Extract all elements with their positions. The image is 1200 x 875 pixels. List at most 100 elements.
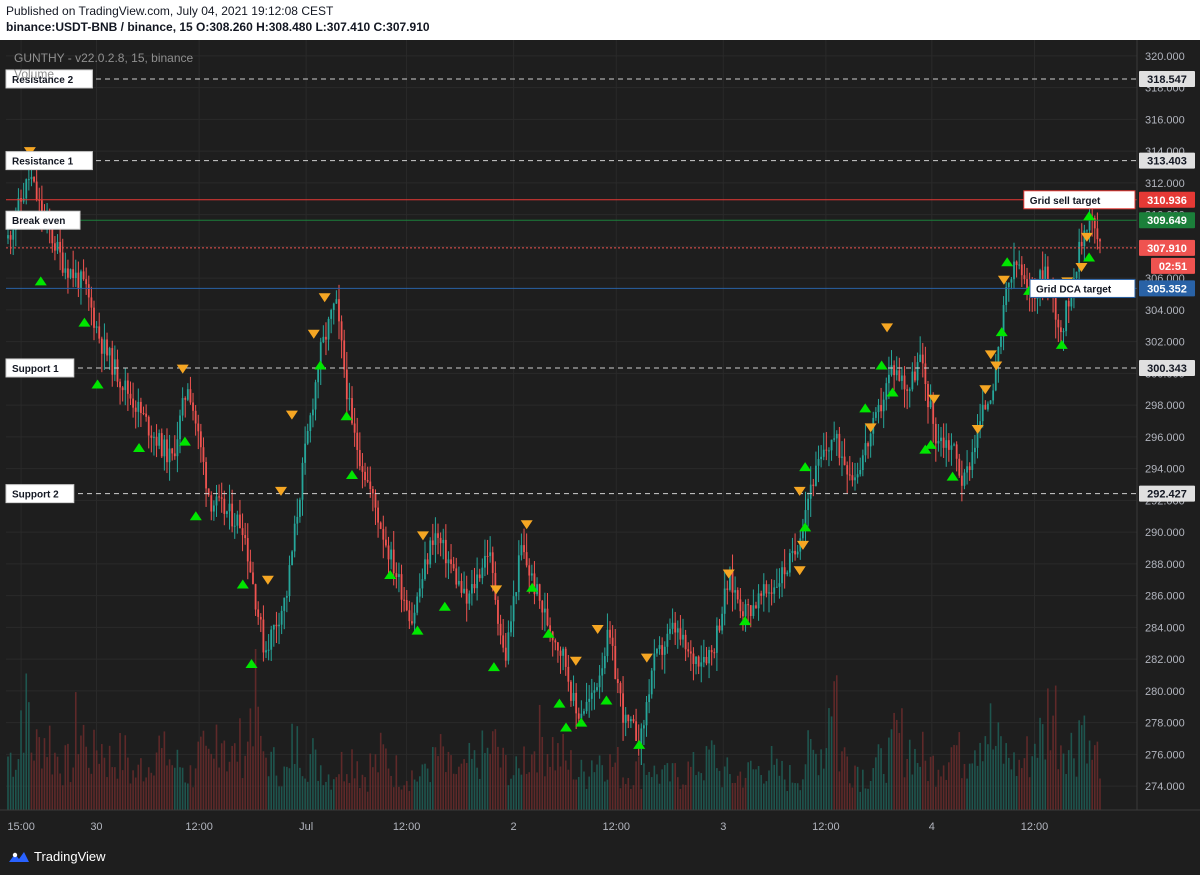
volume-bar: [226, 771, 228, 810]
candle-body: [523, 545, 525, 553]
volume-bar: [596, 764, 598, 810]
volume-bar: [283, 766, 286, 810]
buy-signal-marker: [739, 616, 752, 626]
candle-body: [614, 645, 617, 679]
volume-bar: [911, 774, 914, 810]
candle-body: [929, 401, 932, 408]
sell-signal-marker: [591, 625, 604, 635]
sell-signal-marker: [971, 424, 984, 434]
candle-body: [361, 466, 364, 472]
candle-body: [142, 412, 145, 414]
x-tick-label: 4: [929, 821, 935, 833]
candle-body: [267, 649, 270, 651]
candle-body: [796, 551, 799, 555]
volume-bar: [692, 751, 695, 810]
volume-bar: [491, 731, 494, 810]
volume-bar: [93, 729, 95, 810]
candle-body: [512, 596, 515, 622]
candle-body: [825, 449, 828, 451]
volume-bar: [757, 766, 760, 810]
volume-bar: [291, 723, 293, 810]
candle-body: [963, 472, 966, 486]
volume-bar: [137, 764, 140, 810]
candle-body: [747, 604, 750, 606]
candle-body: [460, 580, 463, 593]
volume-bar: [523, 746, 525, 810]
candle-body: [434, 533, 437, 545]
volume-bar: [231, 745, 233, 810]
candle-body: [676, 628, 679, 633]
volume-bar: [103, 757, 106, 810]
price-tag: [1139, 359, 1195, 376]
volume-bar: [278, 786, 280, 810]
volume-bar: [439, 734, 442, 810]
volume-bar: [432, 747, 434, 810]
volume-bar: [682, 784, 684, 810]
volume-bar: [405, 781, 408, 810]
volume-bar: [111, 767, 114, 810]
volume-bar: [632, 785, 635, 810]
candlestick-chart[interactable]: 320.000318.000316.000314.000312.000310.0…: [0, 40, 1200, 840]
volume-bar: [1015, 776, 1018, 810]
buy-signal-marker: [189, 511, 202, 521]
candle-body: [1070, 294, 1073, 307]
candle-body: [533, 573, 536, 595]
volume-bar: [716, 768, 718, 810]
volume-bar: [228, 761, 231, 810]
candle-body: [478, 574, 481, 579]
candle-body: [158, 433, 161, 446]
candle-body: [145, 413, 148, 417]
candle-body: [914, 371, 916, 381]
candle-body: [801, 527, 804, 539]
candle-body: [559, 650, 562, 656]
volume-bar: [575, 779, 577, 810]
volume-bar: [812, 749, 815, 810]
volume-bar: [497, 746, 499, 810]
volume-bar: [948, 762, 950, 810]
volume-bar: [273, 747, 275, 810]
candle-body: [325, 336, 327, 340]
candle-body: [546, 608, 549, 626]
candle-body: [921, 354, 924, 364]
candle-body: [895, 370, 898, 376]
volume-bar: [1000, 736, 1002, 810]
candle-body: [93, 307, 95, 328]
candle-body: [984, 404, 987, 410]
candle-body: [916, 362, 919, 381]
y-tick-label: 294.000: [1145, 464, 1185, 476]
price-axis[interactable]: [1137, 40, 1200, 840]
volume-bar: [379, 732, 382, 810]
candle-body: [64, 268, 67, 273]
level-label-resistance-1: [5, 151, 93, 171]
volume-bar: [325, 781, 327, 810]
volume-bar: [872, 768, 875, 810]
volume-bar: [648, 771, 650, 810]
volume-bar: [153, 775, 155, 810]
candle-body: [702, 656, 705, 663]
candle-body: [609, 629, 611, 638]
volume-bar: [359, 788, 361, 810]
candle-body: [932, 401, 935, 424]
candle-body: [658, 645, 661, 649]
tradingview-logo[interactable]: TradingView: [8, 849, 106, 864]
volume-bar: [695, 775, 697, 810]
candle-body: [9, 235, 12, 240]
candle-body: [497, 599, 499, 624]
volume-bar: [661, 769, 663, 810]
candle-body: [379, 522, 382, 529]
volume-bar: [815, 753, 817, 810]
volume-bar: [958, 732, 961, 810]
candle-body: [304, 443, 307, 463]
time-axis[interactable]: [0, 810, 1200, 840]
volume-bar: [809, 739, 812, 810]
volume-bar: [828, 708, 830, 810]
candle-body: [327, 318, 330, 340]
volume-bar: [434, 747, 437, 810]
candle-body: [199, 431, 202, 448]
chart-area[interactable]: 320.000318.000316.000314.000312.000310.0…: [0, 40, 1200, 840]
volume-bar: [875, 757, 877, 810]
candle-body: [1086, 230, 1088, 232]
volume-bar: [768, 770, 770, 810]
volume-bar: [856, 766, 859, 810]
x-tick-label: 30: [90, 821, 102, 833]
